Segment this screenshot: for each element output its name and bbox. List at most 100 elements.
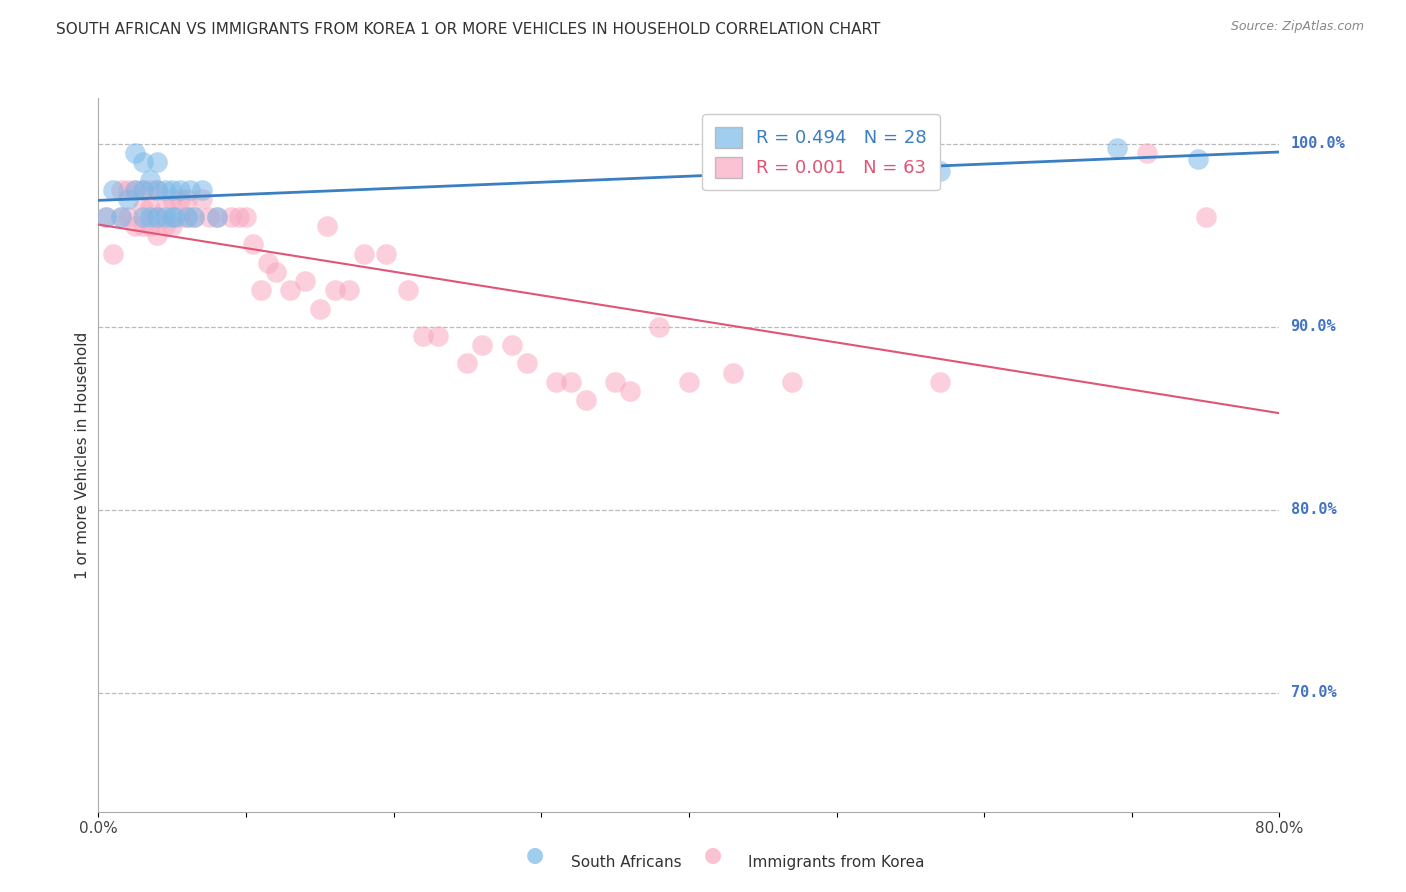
Point bbox=[132, 155, 155, 169]
Point bbox=[1105, 140, 1128, 154]
Point bbox=[928, 375, 950, 389]
Point bbox=[103, 246, 125, 260]
Point bbox=[169, 210, 191, 224]
Point bbox=[544, 375, 567, 389]
Point bbox=[165, 210, 187, 224]
Text: ●: ● bbox=[526, 846, 544, 865]
Point bbox=[1135, 146, 1157, 161]
Point bbox=[515, 356, 537, 370]
Point bbox=[191, 192, 214, 206]
Point bbox=[294, 274, 316, 288]
Point bbox=[179, 183, 201, 197]
Y-axis label: 1 or more Vehicles in Household: 1 or more Vehicles in Household bbox=[75, 331, 90, 579]
Point bbox=[124, 183, 146, 197]
Point bbox=[132, 183, 155, 197]
Point bbox=[427, 329, 450, 343]
Point bbox=[132, 219, 155, 234]
Point bbox=[782, 375, 804, 389]
Point bbox=[1195, 210, 1218, 224]
Point bbox=[309, 301, 332, 316]
Point bbox=[117, 192, 139, 206]
Legend: R = 0.494   N = 28, R = 0.001   N = 63: R = 0.494 N = 28, R = 0.001 N = 63 bbox=[703, 114, 939, 190]
Point bbox=[396, 283, 419, 297]
Point bbox=[146, 183, 169, 197]
Point bbox=[94, 210, 117, 224]
Point bbox=[574, 392, 596, 407]
Point bbox=[721, 366, 744, 380]
Point bbox=[103, 183, 125, 197]
Point bbox=[139, 173, 162, 187]
Point bbox=[162, 183, 183, 197]
Text: Source: ZipAtlas.com: Source: ZipAtlas.com bbox=[1230, 20, 1364, 33]
Point bbox=[146, 210, 169, 224]
Point bbox=[146, 210, 169, 224]
Point bbox=[337, 283, 360, 297]
Point bbox=[250, 283, 273, 297]
Point bbox=[169, 192, 191, 206]
Point bbox=[153, 183, 176, 197]
Point bbox=[153, 210, 176, 224]
Point bbox=[176, 210, 198, 224]
Point bbox=[605, 375, 627, 389]
Point bbox=[162, 192, 183, 206]
Text: 80.0%: 80.0% bbox=[1291, 502, 1336, 517]
Point bbox=[132, 210, 155, 224]
Point bbox=[205, 210, 228, 224]
Point bbox=[471, 338, 494, 352]
Point bbox=[176, 192, 198, 206]
Point bbox=[1187, 152, 1209, 166]
Point bbox=[94, 210, 117, 224]
Point bbox=[124, 146, 146, 161]
Point bbox=[412, 329, 434, 343]
Text: 100.0%: 100.0% bbox=[1291, 136, 1346, 152]
Point bbox=[235, 210, 257, 224]
Point bbox=[110, 210, 132, 224]
Point bbox=[146, 183, 169, 197]
Point bbox=[110, 210, 132, 224]
Point bbox=[132, 183, 155, 197]
Point bbox=[242, 237, 264, 252]
Point bbox=[375, 246, 398, 260]
Point bbox=[169, 183, 191, 197]
Point bbox=[928, 164, 950, 178]
Point bbox=[139, 201, 162, 215]
Text: 70.0%: 70.0% bbox=[1291, 685, 1336, 700]
Point bbox=[183, 210, 205, 224]
Point bbox=[316, 219, 339, 234]
Point bbox=[153, 219, 176, 234]
Point bbox=[219, 210, 242, 224]
Point bbox=[176, 210, 198, 224]
Point bbox=[456, 356, 478, 370]
Point bbox=[162, 210, 183, 224]
Point bbox=[619, 384, 641, 398]
Point bbox=[264, 265, 287, 279]
Text: Immigrants from Korea: Immigrants from Korea bbox=[748, 855, 924, 870]
Text: South Africans: South Africans bbox=[571, 855, 681, 870]
Text: ●: ● bbox=[703, 846, 721, 865]
Text: SOUTH AFRICAN VS IMMIGRANTS FROM KOREA 1 OR MORE VEHICLES IN HOUSEHOLD CORRELATI: SOUTH AFRICAN VS IMMIGRANTS FROM KOREA 1… bbox=[56, 22, 880, 37]
Point bbox=[678, 375, 700, 389]
Point bbox=[117, 183, 139, 197]
Point bbox=[205, 210, 228, 224]
Point bbox=[323, 283, 346, 297]
Point bbox=[110, 183, 132, 197]
Point bbox=[278, 283, 302, 297]
Point bbox=[153, 201, 176, 215]
Point bbox=[257, 256, 280, 270]
Point bbox=[139, 219, 162, 234]
Point bbox=[198, 210, 221, 224]
Point bbox=[560, 375, 582, 389]
Point bbox=[162, 219, 183, 234]
Point bbox=[139, 210, 162, 224]
Text: 90.0%: 90.0% bbox=[1291, 319, 1336, 334]
Point bbox=[124, 219, 146, 234]
Point bbox=[132, 201, 155, 215]
Point bbox=[146, 155, 169, 169]
Point bbox=[117, 210, 139, 224]
Point bbox=[353, 246, 375, 260]
Point bbox=[501, 338, 523, 352]
Point bbox=[228, 210, 250, 224]
Point bbox=[648, 319, 671, 334]
Point bbox=[146, 228, 169, 243]
Point bbox=[124, 183, 146, 197]
